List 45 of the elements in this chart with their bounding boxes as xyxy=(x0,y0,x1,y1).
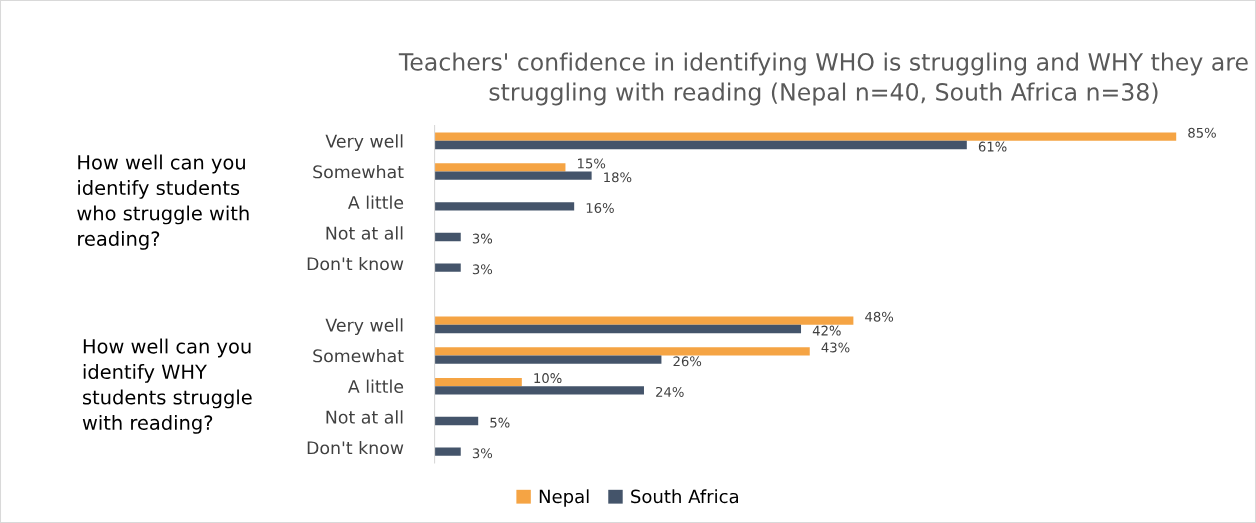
bar xyxy=(434,163,566,172)
data-label: 43% xyxy=(821,342,850,353)
y-tick-label: Not at all xyxy=(326,226,403,240)
y-tick-label: Somewhat xyxy=(313,348,404,363)
y-tick-label: Very well xyxy=(325,134,403,152)
bar xyxy=(434,416,479,426)
data-label: 10% xyxy=(534,373,562,384)
bar xyxy=(434,202,575,211)
y-tick-label: Somewhat xyxy=(313,164,404,179)
data-label: 3% xyxy=(472,264,493,275)
text: How well can you identify students who struggle with reading? xyxy=(77,154,249,250)
bar xyxy=(434,232,461,242)
data-label: 61% xyxy=(978,141,1007,152)
data-label: 15% xyxy=(578,158,606,169)
bar xyxy=(434,132,1177,141)
bar xyxy=(434,171,592,180)
bar xyxy=(434,386,644,395)
chart-title: Teachers' confidence in identifying WHO is struggling and WHY they are struggling with reading (Nepal n=40, South Africa n=38) xyxy=(398,52,1248,106)
y-tick-label: Very well xyxy=(325,318,403,336)
data-label: 5% xyxy=(490,417,510,428)
data-label: 42% xyxy=(812,325,841,336)
bar xyxy=(434,447,461,456)
bar xyxy=(434,316,854,325)
bar xyxy=(434,377,522,387)
data-label: 3% xyxy=(472,448,493,459)
bar xyxy=(434,140,967,150)
y-tick-label: A little xyxy=(348,379,404,394)
data-label: 26% xyxy=(673,356,702,367)
data-label: 3% xyxy=(472,233,493,244)
y-tick-label: A little xyxy=(348,195,404,210)
data-label: 85% xyxy=(1188,127,1216,138)
y-tick-label: Don't know xyxy=(307,256,404,271)
text: How well can you identify WHY students struggle with reading? xyxy=(82,338,252,434)
data-label: 16% xyxy=(586,202,614,213)
bar xyxy=(434,324,802,334)
legend-label: South Africa xyxy=(631,489,738,504)
bar xyxy=(434,355,662,364)
bar xyxy=(434,263,461,272)
data-label: 24% xyxy=(656,386,684,397)
legend-label: Nepal xyxy=(539,489,589,507)
data-label: 48% xyxy=(865,311,894,322)
y-tick-label: Don't know xyxy=(307,440,404,455)
data-label: 18% xyxy=(604,172,632,183)
bar xyxy=(434,347,810,356)
y-tick-label: Not at all xyxy=(326,410,403,424)
